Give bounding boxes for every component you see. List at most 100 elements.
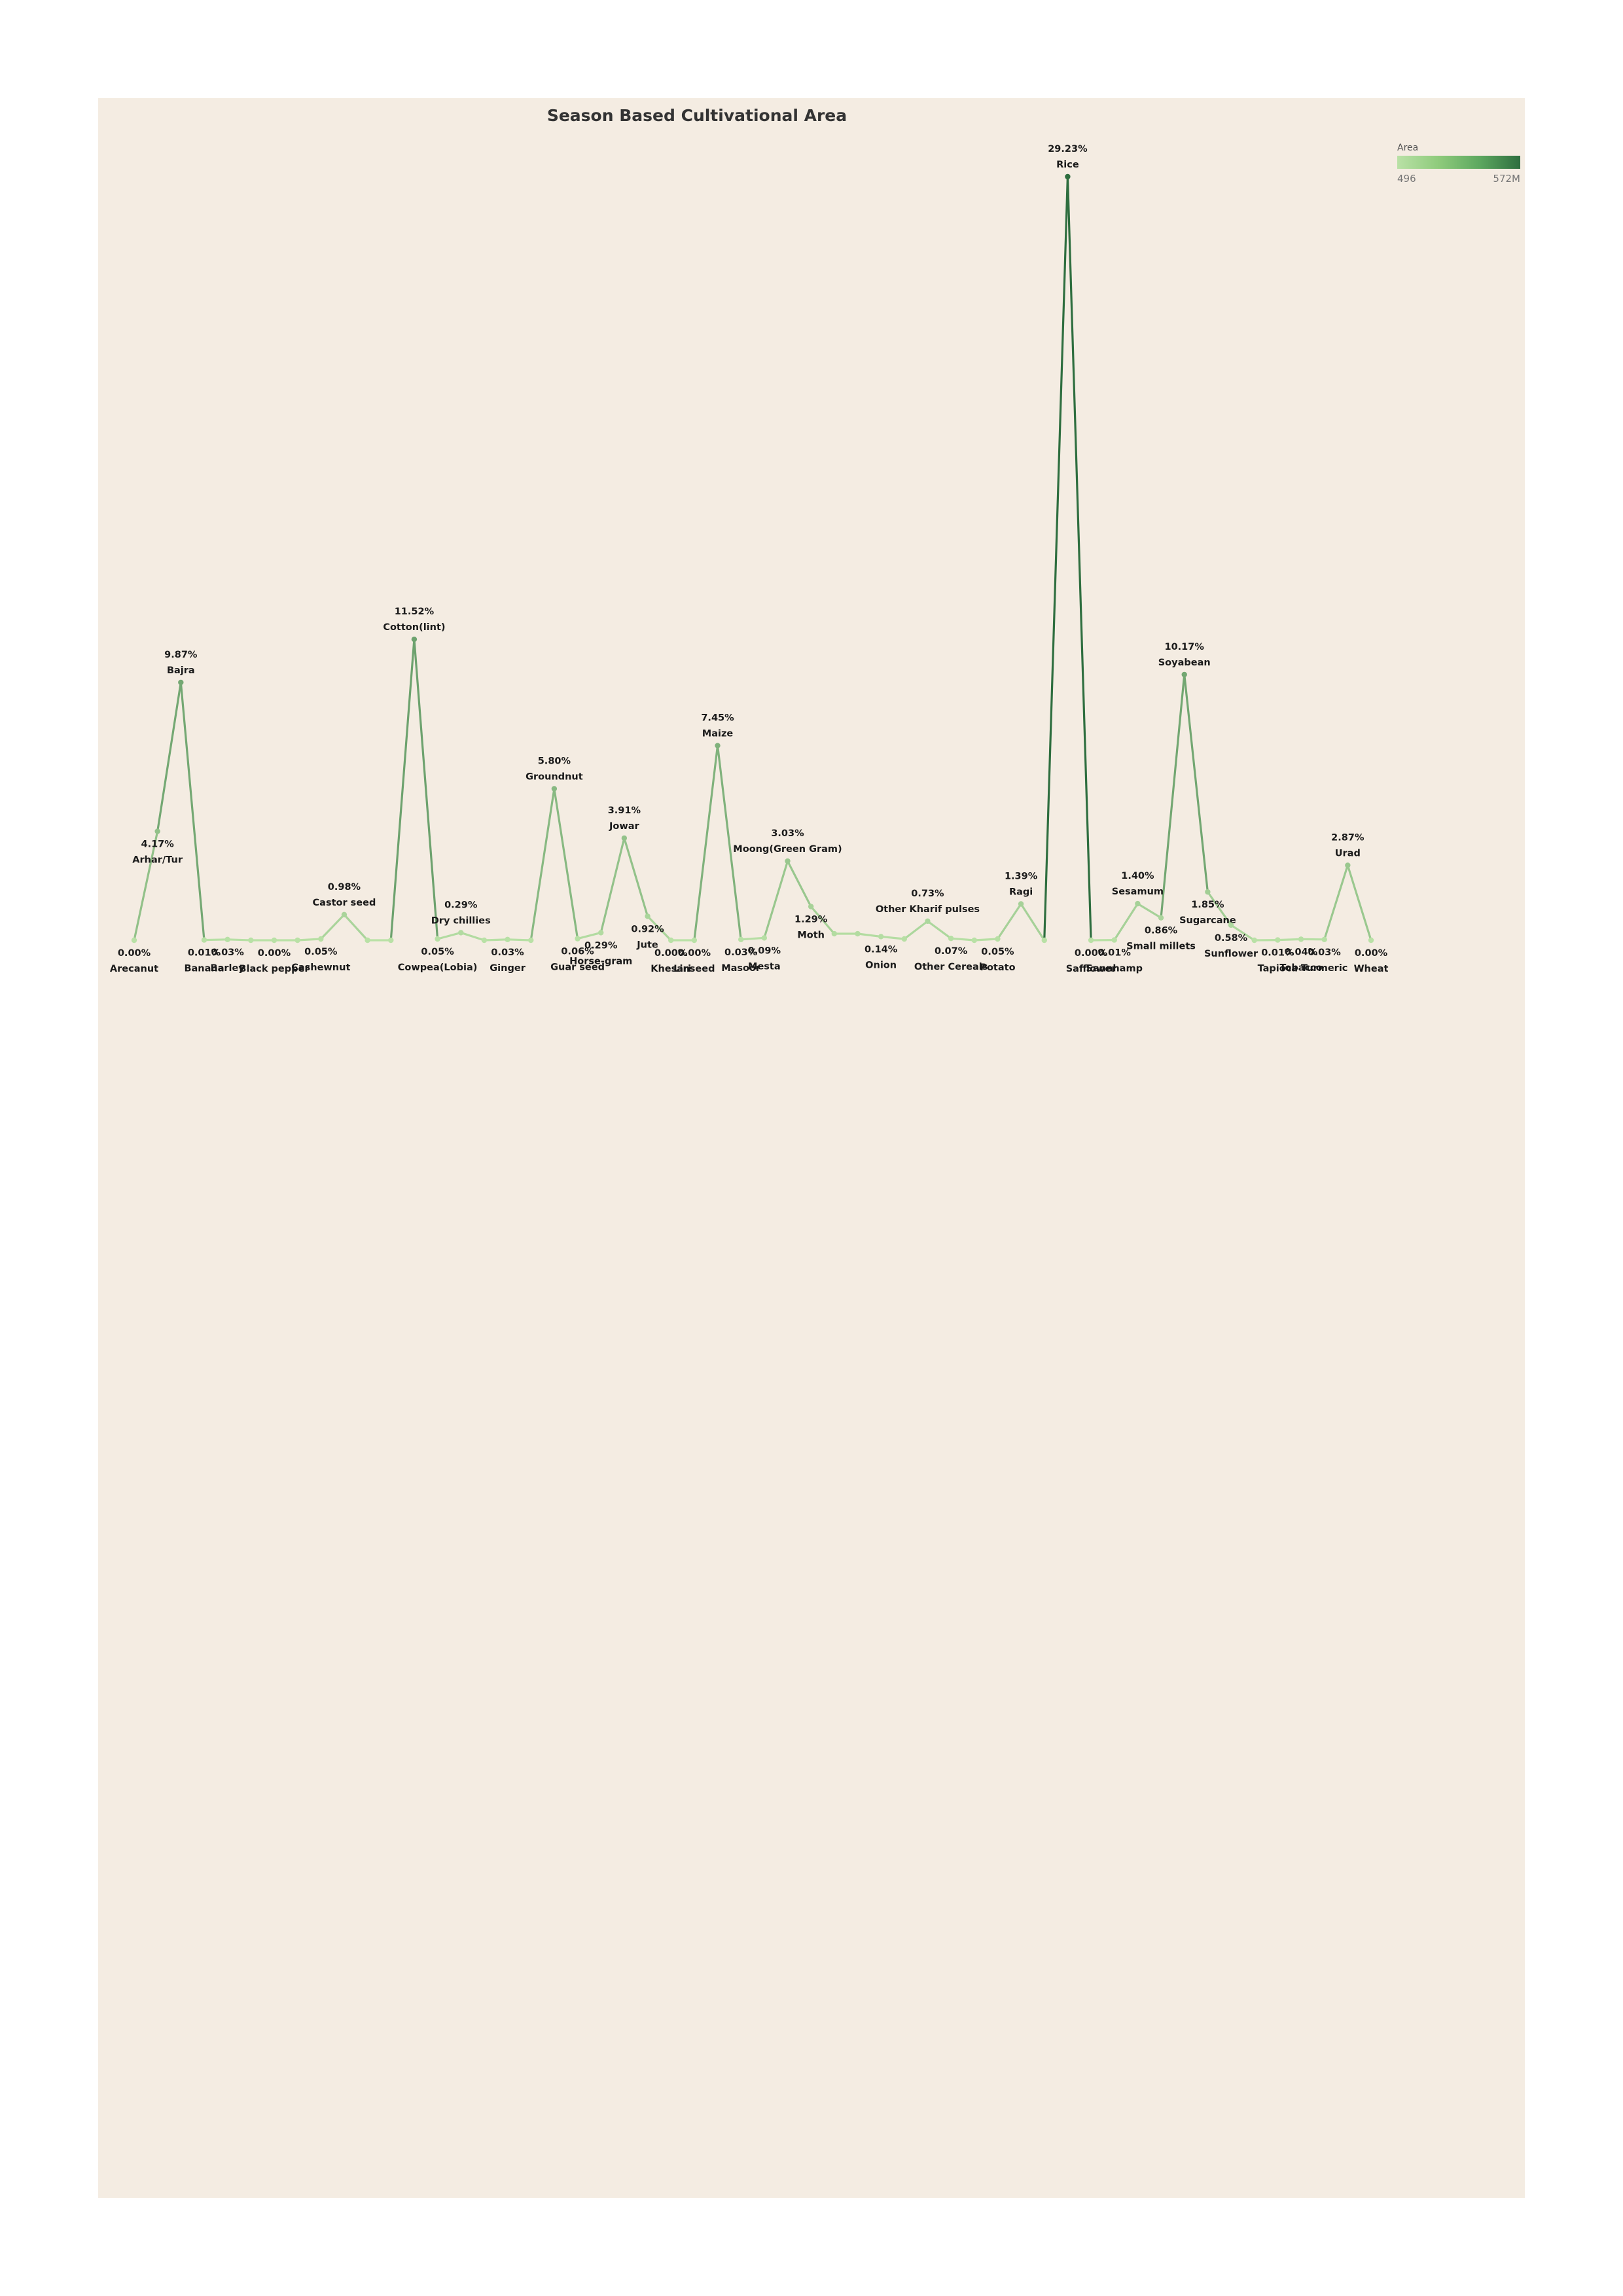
- data-point[interactable]: [738, 936, 744, 943]
- data-point[interactable]: [411, 636, 418, 643]
- series-segment: [1230, 924, 1256, 942]
- data-point[interactable]: [878, 934, 884, 940]
- data-label-crop: Arhar/Tur: [132, 855, 183, 866]
- data-label-percent: 3.91%: [608, 805, 641, 816]
- data-label-crop: Sugarcane: [1179, 915, 1236, 926]
- data-label-percent: 9.87%: [164, 650, 198, 660]
- data-label-crop: Tobacco: [1279, 963, 1322, 973]
- data-label-crop: Sunflower: [1204, 949, 1258, 959]
- series-segment: [156, 681, 182, 833]
- series-segment: [343, 913, 369, 942]
- data-point[interactable]: [855, 930, 861, 937]
- series-segment: [973, 938, 999, 942]
- data-point[interactable]: [621, 835, 628, 841]
- data-label-percent: 0.98%: [328, 882, 361, 892]
- data-point[interactable]: [1088, 937, 1094, 944]
- data-point[interactable]: [948, 936, 954, 942]
- data-label-crop: Barley: [211, 963, 245, 974]
- data-point[interactable]: [1111, 937, 1117, 943]
- data-label-crop: Banana: [184, 964, 224, 974]
- legend-min-label: 496: [1397, 173, 1416, 185]
- data-label-percent: 1.85%: [1191, 900, 1224, 910]
- data-point[interactable]: [1205, 889, 1211, 895]
- data-point[interactable]: [1135, 900, 1141, 907]
- data-label-crop: Guar seed: [550, 963, 605, 973]
- legend-max-label: 572M: [1493, 173, 1520, 185]
- legend-title: Area: [1397, 143, 1419, 153]
- data-point[interactable]: [131, 937, 137, 944]
- data-point[interactable]: [1228, 922, 1234, 928]
- data-point[interactable]: [1345, 862, 1351, 868]
- data-label-crop: Potato: [980, 963, 1015, 973]
- data-point[interactable]: [1181, 671, 1187, 678]
- data-point[interactable]: [528, 937, 534, 944]
- data-point[interactable]: [1298, 936, 1304, 942]
- data-point[interactable]: [1041, 937, 1047, 944]
- data-point[interactable]: [435, 936, 440, 942]
- data-point[interactable]: [715, 743, 721, 749]
- data-point[interactable]: [271, 937, 277, 944]
- data-point[interactable]: [645, 913, 651, 919]
- data-point[interactable]: [785, 858, 791, 864]
- data-label-percent: 0.58%: [1215, 933, 1248, 944]
- series-segment: [1113, 902, 1139, 942]
- data-point[interactable]: [691, 937, 698, 944]
- data-label-crop: Jute: [636, 940, 658, 950]
- data-point[interactable]: [551, 786, 558, 792]
- data-point[interactable]: [388, 937, 394, 944]
- data-point[interactable]: [154, 828, 160, 834]
- data-point[interactable]: [248, 937, 254, 944]
- data-point[interactable]: [808, 904, 814, 910]
- series-segment: [926, 920, 952, 940]
- data-label-percent: 0.09%: [748, 945, 781, 956]
- data-label-percent: 0.00%: [1355, 948, 1388, 959]
- data-point[interactable]: [598, 930, 604, 936]
- data-point[interactable]: [201, 937, 207, 943]
- data-point[interactable]: [1275, 937, 1281, 943]
- data-point[interactable]: [458, 930, 464, 936]
- data-label-percent: 0.00%: [1075, 948, 1108, 959]
- data-point[interactable]: [901, 936, 907, 942]
- data-point[interactable]: [668, 937, 674, 944]
- series-segment: [413, 638, 439, 940]
- data-label-crop: Onion: [865, 960, 897, 970]
- data-label-crop: Tapioca: [1258, 964, 1298, 974]
- data-point[interactable]: [1018, 901, 1024, 907]
- data-label-percent: 0.00%: [678, 948, 711, 959]
- data-point[interactable]: [178, 679, 184, 686]
- data-point[interactable]: [1158, 915, 1164, 921]
- legend-gradient-bar: [1397, 156, 1520, 169]
- data-point[interactable]: [365, 937, 370, 944]
- data-point[interactable]: [341, 911, 348, 918]
- data-point[interactable]: [925, 918, 931, 925]
- data-label-crop: Moong(Green Gram): [733, 844, 842, 855]
- data-point[interactable]: [224, 936, 230, 943]
- data-label-percent: 0.07%: [935, 946, 968, 957]
- series-segment: [296, 938, 322, 942]
- data-label-percent: 0.01%: [1261, 948, 1294, 959]
- series-segment: [1323, 864, 1349, 941]
- series-segment: [133, 830, 159, 942]
- data-point[interactable]: [1251, 937, 1257, 944]
- data-point[interactable]: [318, 936, 324, 942]
- data-point[interactable]: [575, 936, 580, 942]
- series-segment: [786, 860, 812, 908]
- data-point[interactable]: [481, 937, 488, 944]
- data-point[interactable]: [971, 937, 977, 944]
- data-label-crop: Other Kharif pulses: [876, 904, 980, 915]
- data-point[interactable]: [1065, 173, 1071, 180]
- data-label-percent: 0.06%: [561, 947, 594, 957]
- data-point[interactable]: [505, 936, 510, 943]
- data-label-crop: Cotton(lint): [383, 622, 445, 633]
- data-label-percent: 0.00%: [258, 948, 291, 959]
- series-segment: [389, 638, 416, 942]
- data-point[interactable]: [294, 937, 300, 944]
- data-point[interactable]: [761, 935, 768, 941]
- data-label-crop: Cowpea(Lobia): [398, 963, 478, 973]
- series-segment: [763, 860, 789, 940]
- data-point[interactable]: [1321, 936, 1327, 943]
- data-label-crop: Urad: [1335, 848, 1361, 858]
- data-point[interactable]: [995, 936, 1001, 942]
- data-point[interactable]: [1368, 937, 1374, 944]
- data-point[interactable]: [831, 930, 838, 937]
